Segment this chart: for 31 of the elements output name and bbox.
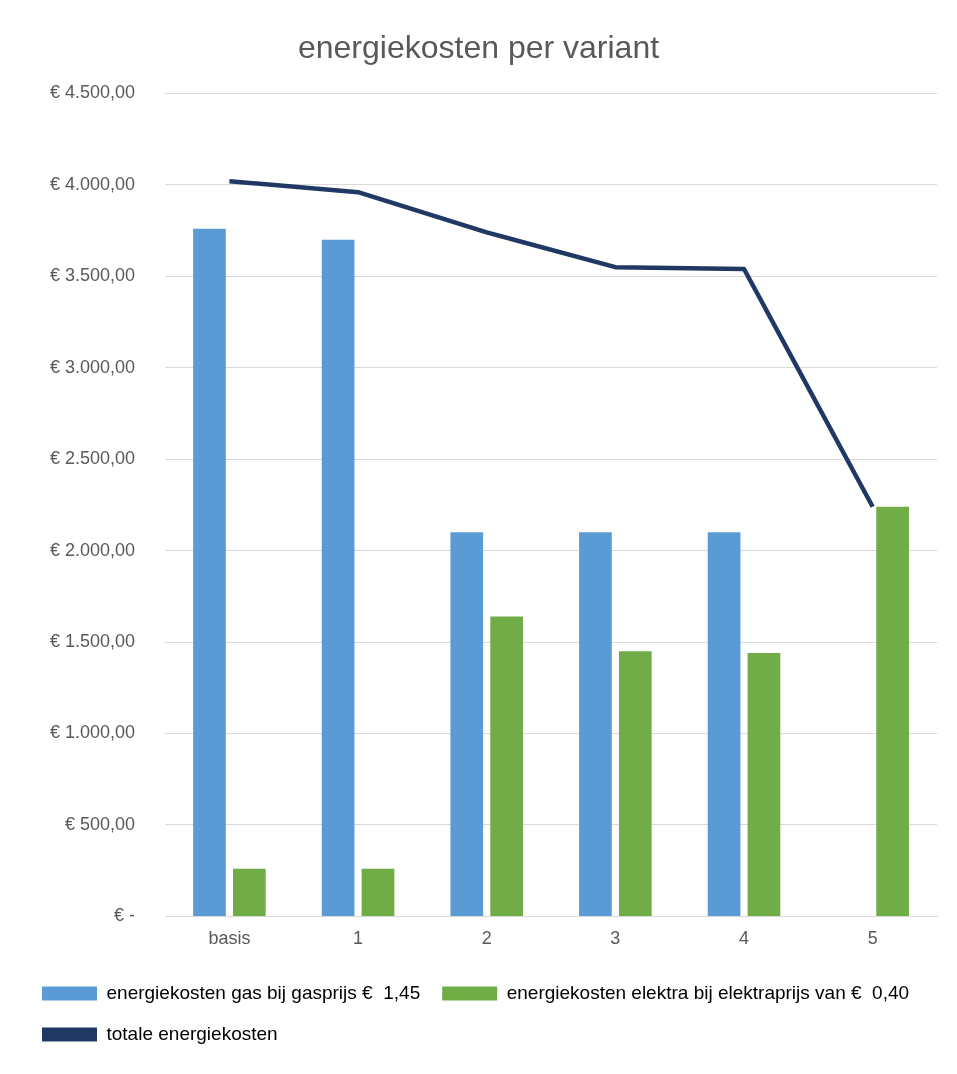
y-tick-label: € - <box>114 905 136 926</box>
x-tick-label: 2 <box>481 928 492 949</box>
bar <box>876 506 909 916</box>
y-tick-label: € 3.000,00 <box>50 356 136 377</box>
x-tick-label: basis <box>208 928 251 949</box>
y-tick-label: € 4.500,00 <box>50 82 136 103</box>
y-tick-label: € 2.000,00 <box>50 539 136 560</box>
bar <box>193 228 226 916</box>
bar <box>747 653 781 916</box>
x-tick-label: 4 <box>739 928 750 949</box>
y-tick-label: € 1.500,00 <box>50 631 136 652</box>
bar <box>361 868 395 916</box>
bar <box>707 532 741 916</box>
bar <box>579 532 612 916</box>
bar <box>490 616 524 916</box>
bar <box>618 651 652 916</box>
x-tick-label: 3 <box>610 928 621 949</box>
x-tick-label: 5 <box>867 928 878 949</box>
bar <box>450 532 484 916</box>
y-tick-label: € 1.000,00 <box>50 722 136 743</box>
x-tick-label: 1 <box>353 928 364 949</box>
y-tick-label: € 2.500,00 <box>50 448 136 469</box>
legend-label: totale energiekosten <box>106 1022 278 1044</box>
y-tick-label: € 3.500,00 <box>50 265 136 286</box>
y-tick-label: € 500,00 <box>65 813 136 834</box>
bar <box>232 868 266 916</box>
bar <box>321 239 355 916</box>
chart-title: energiekosten per variant <box>297 29 660 66</box>
legend-label: energiekosten elektra bij elektraprijs van € 0,40 <box>506 981 910 1003</box>
y-tick-label: € 4.000,00 <box>50 173 136 194</box>
legend-label: energiekosten gas bij gasprijs € 1,45 <box>106 981 421 1003</box>
